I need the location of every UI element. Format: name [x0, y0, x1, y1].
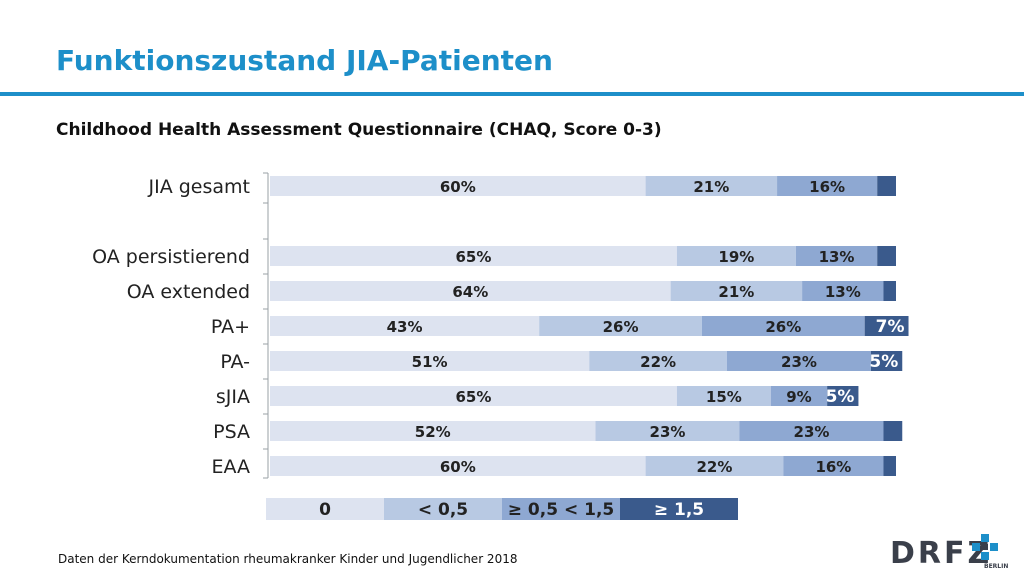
data-label: 9%	[786, 388, 811, 406]
stacked-bar-chart: JIA gesamt 60% 21% 16% OA persistierend 65% 19…	[92, 172, 909, 520]
bar-segment	[539, 316, 702, 336]
category-label: OA persistierend	[92, 246, 250, 268]
data-label: 22%	[640, 353, 676, 371]
legend-swatch	[266, 498, 384, 520]
bar-segment	[589, 351, 727, 371]
bar-segment	[270, 176, 646, 196]
legend-swatch	[502, 498, 620, 520]
bar-segment	[645, 456, 784, 476]
data-label: 19%	[718, 248, 754, 266]
data-label: 13%	[825, 283, 861, 301]
legend-swatch	[620, 498, 738, 520]
bar-segment	[676, 386, 771, 406]
bar-segment	[670, 281, 803, 301]
bar-segment	[270, 281, 671, 301]
title-divider	[0, 92, 1024, 96]
data-label: 21%	[693, 178, 729, 196]
data-label: 5%	[869, 352, 898, 372]
logo-subtext: BERLIN	[984, 563, 1009, 570]
chart-subtitle: Childhood Health Assessment Questionnair…	[56, 120, 662, 140]
category-label: PA+	[211, 316, 250, 338]
bar-segment	[270, 421, 596, 441]
logo-text: DRFZ	[890, 536, 993, 571]
bar-segment	[883, 456, 896, 476]
drfz-logo: DRFZ BERLIN	[890, 534, 1010, 574]
legend-label: ≥ 1,5	[654, 500, 704, 520]
data-label: 51%	[412, 353, 448, 371]
category-label: JIA gesamt	[148, 176, 251, 198]
footnote: Daten der Kerndokumentation rheumakranke…	[58, 552, 518, 566]
bar-segment	[726, 351, 871, 371]
data-label: 21%	[718, 283, 754, 301]
bar-segment	[270, 351, 590, 371]
bar-segment	[777, 176, 878, 196]
data-label: 26%	[765, 318, 801, 336]
bar-segment	[270, 456, 646, 476]
category-label: OA extended	[127, 281, 250, 303]
data-label: 7%	[876, 317, 905, 337]
category-label: sJIA	[216, 386, 250, 408]
bar-segment	[783, 456, 884, 476]
data-label: 16%	[815, 458, 851, 476]
data-label: 43%	[387, 318, 423, 336]
data-label: 60%	[440, 458, 476, 476]
data-label: 23%	[650, 423, 686, 441]
bar-segment	[770, 386, 828, 406]
data-label: 23%	[794, 423, 830, 441]
data-label: 52%	[415, 423, 451, 441]
data-label: 5%	[826, 387, 855, 407]
bar-segment	[883, 281, 896, 301]
bar-segment	[870, 351, 903, 371]
data-label: 23%	[781, 353, 817, 371]
legend-label: 0	[319, 500, 331, 520]
bar-segment	[595, 421, 740, 441]
category-label: EAA	[211, 456, 250, 478]
category-label: PSA	[213, 421, 250, 443]
bar-segment	[795, 246, 878, 266]
bar-segment	[270, 316, 540, 336]
legend-swatch	[384, 498, 502, 520]
bar-segment	[270, 246, 677, 266]
data-label: 15%	[706, 388, 742, 406]
legend-label: ≥ 0,5 < 1,5	[508, 500, 614, 520]
bar-segment	[877, 176, 896, 196]
logo-mark-icon	[972, 534, 998, 560]
legend-label: < 0,5	[418, 500, 468, 520]
bar-segment	[877, 246, 896, 266]
bar-segment	[864, 316, 909, 336]
data-label: 65%	[455, 248, 491, 266]
data-label: 16%	[809, 178, 845, 196]
data-label: 60%	[440, 178, 476, 196]
category-label: PA-	[220, 351, 250, 373]
bar-segment	[645, 176, 778, 196]
bar-segment	[802, 281, 884, 301]
bar-segment	[739, 421, 884, 441]
bar-segment	[676, 246, 796, 266]
page-title: Funktionszustand JIA-Patienten	[56, 44, 553, 77]
data-label: 13%	[819, 248, 855, 266]
bar-segment	[883, 421, 903, 441]
data-label: 22%	[697, 458, 733, 476]
data-label: 64%	[452, 283, 488, 301]
data-label: 26%	[603, 318, 639, 336]
bar-segment	[270, 386, 677, 406]
data-label: 65%	[455, 388, 491, 406]
bar-segment	[701, 316, 865, 336]
bar-segment	[827, 386, 859, 406]
